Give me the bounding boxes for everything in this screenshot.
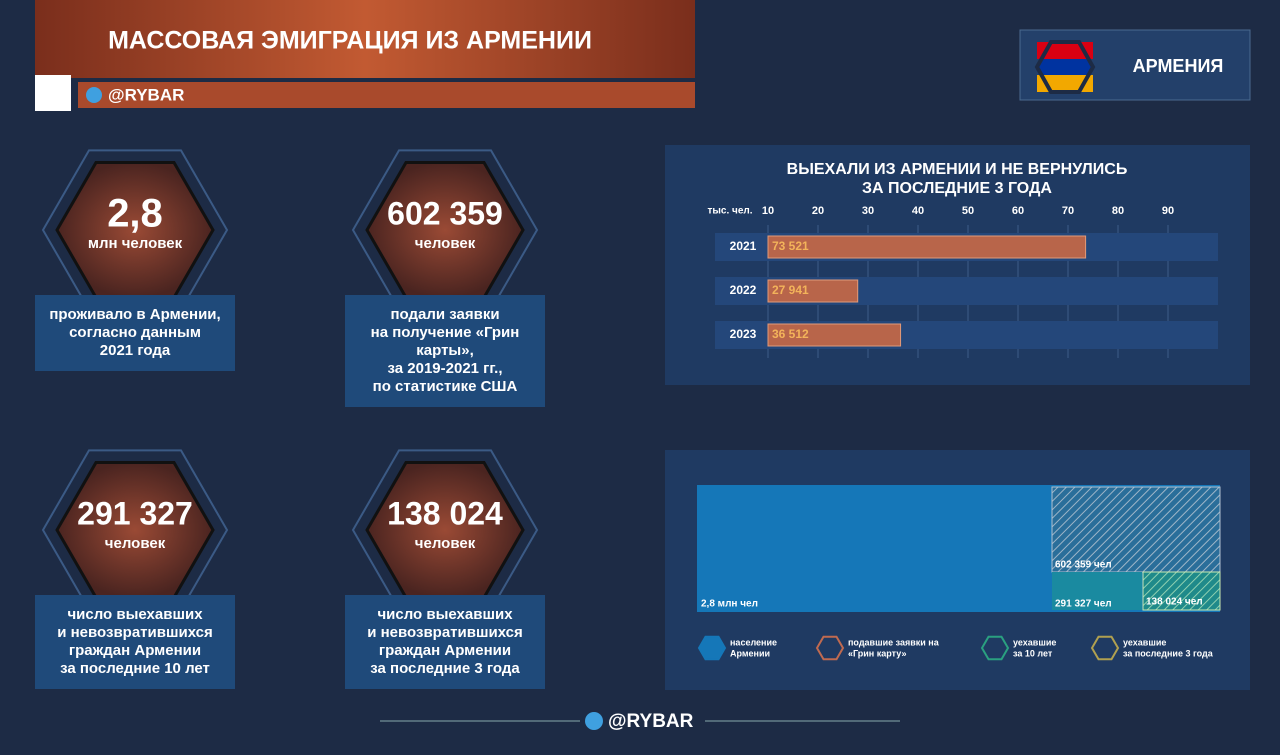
legend-swatch	[697, 635, 727, 661]
telegram-icon	[585, 712, 603, 730]
treemap-label: 291 327 чел	[1055, 599, 1112, 610]
legend-label: за последние 3 года	[1123, 648, 1214, 658]
handle-strip	[78, 82, 695, 108]
stat-value: 138 024	[387, 495, 503, 531]
x-tick-label: 40	[912, 205, 924, 217]
flag-red	[1037, 42, 1093, 59]
bar	[767, 279, 859, 303]
description-line: по статистике США	[373, 378, 518, 395]
badge-label: АРМЕНИЯ	[1133, 56, 1224, 76]
legend-label: уехавшие	[1013, 637, 1056, 647]
description-line: граждан Армении	[69, 642, 201, 659]
description-box	[345, 595, 545, 689]
treemap-label: 138 024 чел	[1146, 597, 1203, 608]
three-year-area	[1142, 571, 1221, 611]
description-line: за последние 3 года	[370, 660, 520, 677]
x-axis-label: тыс. чел.	[707, 206, 752, 217]
telegram-icon	[86, 87, 102, 103]
x-tick-label: 70	[1062, 205, 1074, 217]
description-box	[345, 295, 545, 407]
legend-label: «Грин карту»	[848, 648, 907, 658]
y-tick-label: 2021	[730, 239, 757, 253]
greencard-area	[1051, 486, 1221, 573]
description-line: число выехавших	[67, 606, 203, 623]
x-tick-label: 50	[962, 205, 974, 217]
footer-handle: @RYBAR	[608, 711, 694, 732]
flag-orange	[1037, 75, 1093, 92]
flag-frame	[1034, 40, 1096, 94]
legend-label: за 10 лет	[1013, 648, 1053, 658]
y-tick-label: 2022	[730, 283, 757, 297]
x-tick-label: 90	[1162, 205, 1174, 217]
bar-chart: ВЫЕХАЛИ ИЗ АРМЕНИИ И НЕ ВЕРНУЛИСЬ ЗА ПОСЛ…	[707, 161, 1218, 358]
y-tick-label: 2023	[730, 327, 757, 341]
description-line: и невозвратившихся	[367, 624, 523, 641]
bar	[767, 235, 1087, 259]
title: МАССОВАЯ ЭМИГРАЦИЯ ИЗ АРМЕНИИ	[108, 27, 592, 55]
treemap-label: 2,8 млн чел	[701, 599, 758, 610]
description-line: граждан Армении	[379, 642, 511, 659]
stat-value: 602 359	[387, 195, 503, 231]
description-line: за 2019-2021 гг.,	[388, 360, 503, 377]
x-tick-label: 30	[862, 205, 874, 217]
stat-value: 291 327	[77, 495, 193, 531]
value-label: 27 941	[772, 283, 809, 297]
legend-swatch	[1090, 635, 1120, 661]
x-tick-label: 60	[1012, 205, 1024, 217]
chart-title: ВЫЕХАЛИ ИЗ АРМЕНИИ И НЕ ВЕРНУЛИСЬ	[787, 161, 1128, 178]
description-line: проживало в Армении,	[49, 306, 220, 323]
chart-title: ЗА ПОСЛЕДНИЕ 3 ГОДА	[862, 180, 1052, 197]
description-line: и невозвратившихся	[57, 624, 213, 641]
description-box	[35, 295, 235, 371]
legend-swatch	[980, 635, 1010, 661]
handle: @RYBAR	[108, 85, 184, 104]
description-line: согласно данным	[69, 324, 201, 341]
stat-unit: млн человек	[88, 235, 183, 252]
x-tick-label: 10	[762, 205, 774, 217]
description-line: 2021 года	[100, 342, 171, 359]
qr-code	[35, 75, 71, 111]
header-banner	[35, 0, 695, 78]
legend-label: подавшие заявки на	[848, 637, 940, 647]
x-tick-label: 80	[1112, 205, 1124, 217]
stat-value: 2,8	[107, 192, 163, 236]
treemap-label: 602 359 чел	[1055, 560, 1112, 571]
value-label: 36 512	[772, 327, 809, 341]
legend-label: Армении	[730, 648, 770, 658]
stat-unit: человек	[415, 535, 476, 552]
bar	[767, 323, 902, 347]
description-line: карты»,	[416, 342, 473, 359]
x-tick-label: 20	[812, 205, 824, 217]
legend-label: уехавшие	[1123, 637, 1166, 647]
value-label: 73 521	[772, 239, 809, 253]
description-box	[35, 595, 235, 689]
legend-swatch	[815, 635, 845, 661]
stat-unit: человек	[105, 535, 166, 552]
description-line: число выехавших	[377, 606, 513, 623]
description-line: на получение «Грин	[371, 324, 520, 341]
ten-year-area	[1052, 572, 1142, 610]
description-line: за последние 10 лет	[60, 660, 210, 677]
description-line: подали заявки	[390, 306, 499, 323]
stat-unit: человек	[415, 235, 476, 252]
legend-label: население	[730, 637, 777, 647]
